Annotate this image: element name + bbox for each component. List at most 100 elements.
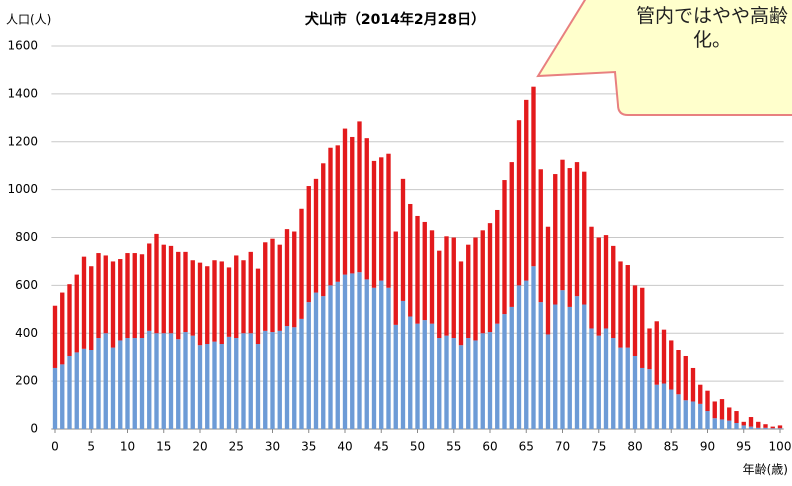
bar-segment [611,245,616,339]
x-axis-label: 年齢(歳) [743,462,788,477]
bar-segment [748,426,754,429]
bar-segment [451,338,456,429]
x-tick-label: 45 [374,440,389,454]
bar-segment [118,259,123,341]
bar-segment [748,417,754,427]
x-tick-label: 30 [265,440,280,454]
plot-area: 0 200 400 600 800 1000 1200 1400 1600 0 5 10 15 20 25 3… [7,39,791,454]
bar-segment [212,260,217,342]
bar-segment [437,338,442,429]
bar-segment [81,256,87,349]
bar-segment [553,174,558,305]
bar-segment [299,208,304,319]
bar-segment [611,338,616,429]
bar-segment [487,332,493,429]
bar-segment [212,341,217,429]
y-tick-label: 1400 [7,86,38,100]
bar-segment [719,399,725,420]
bar-segment [560,159,565,291]
bar-segment [444,335,449,429]
bar-segment [466,244,471,339]
bar-segment [618,261,623,348]
bar-segment [342,128,348,275]
y-tick-label: 0 [30,422,38,436]
bar-segment [89,266,94,351]
bar-segment [698,403,703,429]
bar-segment [335,281,340,429]
bar-segment [632,285,638,356]
bar-segment [777,428,783,429]
x-tick-label: 60 [482,440,497,454]
bar-segment [763,427,768,429]
y-tick-label: 1200 [7,134,38,148]
bar-segment [524,280,529,429]
bar-segment [306,302,311,429]
bar-segment [371,160,377,288]
bar-segment [67,284,72,356]
bar-segment [509,162,514,307]
bar-segment [321,163,326,297]
bar-segment [103,333,108,429]
bar-segment [154,333,159,429]
x-tick-label: 85 [664,440,679,454]
bar-segment [255,344,261,429]
bar-segment [393,231,398,325]
bar-segment [502,180,507,315]
bar-segment [531,86,536,267]
bar-segment [495,209,500,324]
bar-segment [234,338,239,429]
y-tick-label: 600 [15,278,38,292]
bar-segment [589,328,594,429]
bar-segment [741,421,746,426]
bar-segment [647,328,652,370]
bar-segment [429,323,435,429]
bar-segment [690,401,696,429]
bar-segment [705,390,710,412]
bar-segment [292,231,297,328]
bar-segment [422,221,427,321]
bar-segment [770,426,775,429]
bar-segment [205,266,210,345]
bar-segment [226,267,232,337]
bar-segment [393,324,398,429]
bar-segment [176,251,181,340]
bar-segment [654,321,659,385]
bar-segment [603,235,609,329]
bar-segment [81,348,87,429]
bar-segment [582,304,587,429]
bar-segment [538,169,543,303]
bar-segment [458,261,464,346]
x-tick-label: 25 [229,440,244,454]
y-tick-label: 1600 [7,39,38,53]
bar-segment [161,333,166,429]
callout-shape [536,0,792,116]
bar-segment [255,268,261,345]
bar-segment [328,147,333,286]
bar-segment [582,171,587,305]
bar-segment [364,138,369,280]
bar-segment [422,320,427,429]
bar-segment [756,427,761,429]
bar-segment [197,345,203,429]
bar-segment [763,424,768,428]
bar-segment [400,300,406,429]
bar-segment [96,338,101,429]
bar-segment [263,242,268,331]
bar-segment [67,355,72,429]
bar-segment [545,334,551,429]
bar-segment [690,367,696,402]
bar-segment [640,367,645,429]
bar-segment [190,335,195,429]
bar-segment [139,254,145,339]
bar-segment [74,352,79,429]
callout-text: 管内ではやや高齢化。 [635,5,788,51]
bar-segment [625,265,630,348]
bar-segment [669,340,674,390]
bar-segment [618,347,623,429]
y-tick-label: 800 [15,230,38,244]
bar-segment [342,274,348,429]
bar-segment [400,178,406,301]
y-tick-label: 1000 [7,182,38,196]
